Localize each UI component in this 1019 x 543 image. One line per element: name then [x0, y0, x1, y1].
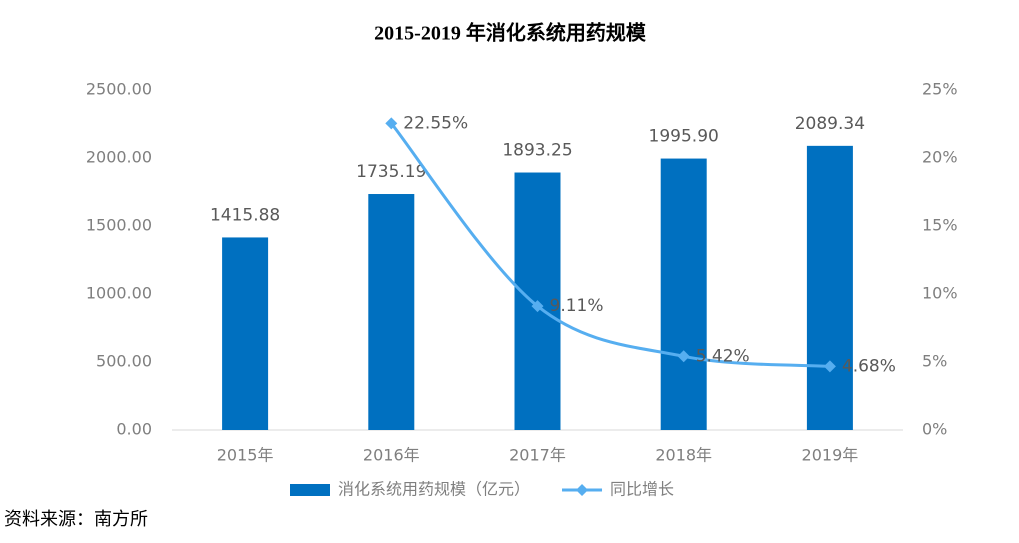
data-label: 4.68% [842, 356, 896, 376]
line [390, 122, 831, 368]
y-tick-label: 1000.00 [86, 284, 152, 303]
x-tick-label: 2017年 [509, 446, 566, 465]
legend-label: 同比增长 [610, 480, 674, 499]
legend-swatch [290, 484, 330, 496]
y-tick-label: 1500.00 [86, 216, 152, 235]
data-label: 9.11% [550, 296, 604, 316]
y-tick-label: 0.00 [116, 420, 152, 439]
line-marker [823, 360, 836, 373]
source-note: 资料来源：南方所 [4, 509, 148, 530]
bar [368, 194, 415, 430]
line-marker [385, 117, 398, 130]
line-marker [677, 350, 690, 363]
x-tick-label: 2019年 [802, 446, 859, 465]
data-label: 1415.88 [210, 205, 280, 225]
bar [222, 237, 269, 430]
data-label: 1735.19 [356, 162, 426, 182]
data-label: 5.42% [696, 346, 750, 366]
y2-tick-label: 0% [922, 420, 947, 439]
y2-tick-label: 10% [922, 284, 958, 303]
legend-label: 消化系统用药规模（亿元） [338, 480, 530, 499]
x-tick-label: 2016年 [363, 446, 420, 465]
data-label: 1893.25 [502, 141, 572, 161]
y2-tick-label: 15% [922, 216, 958, 235]
data-label: 22.55% [403, 113, 468, 133]
y2-tick-label: 20% [922, 148, 958, 167]
y-tick-label: 500.00 [96, 352, 152, 371]
data-label: 1995.90 [649, 127, 719, 147]
bar [660, 158, 707, 430]
y2-tick-label: 5% [922, 352, 947, 371]
bar [806, 145, 853, 430]
y-tick-label: 2000.00 [86, 148, 152, 167]
y-tick-label: 2500.00 [86, 80, 152, 99]
x-tick-label: 2018年 [655, 446, 712, 465]
chart-title: 2015-2019 年消化系统用药规模 [374, 21, 647, 45]
x-tick-label: 2015年 [217, 446, 274, 465]
line-marker [531, 300, 544, 313]
y2-tick-label: 25% [922, 80, 958, 99]
data-label: 2089.34 [795, 114, 865, 134]
legend-swatch [576, 484, 589, 496]
